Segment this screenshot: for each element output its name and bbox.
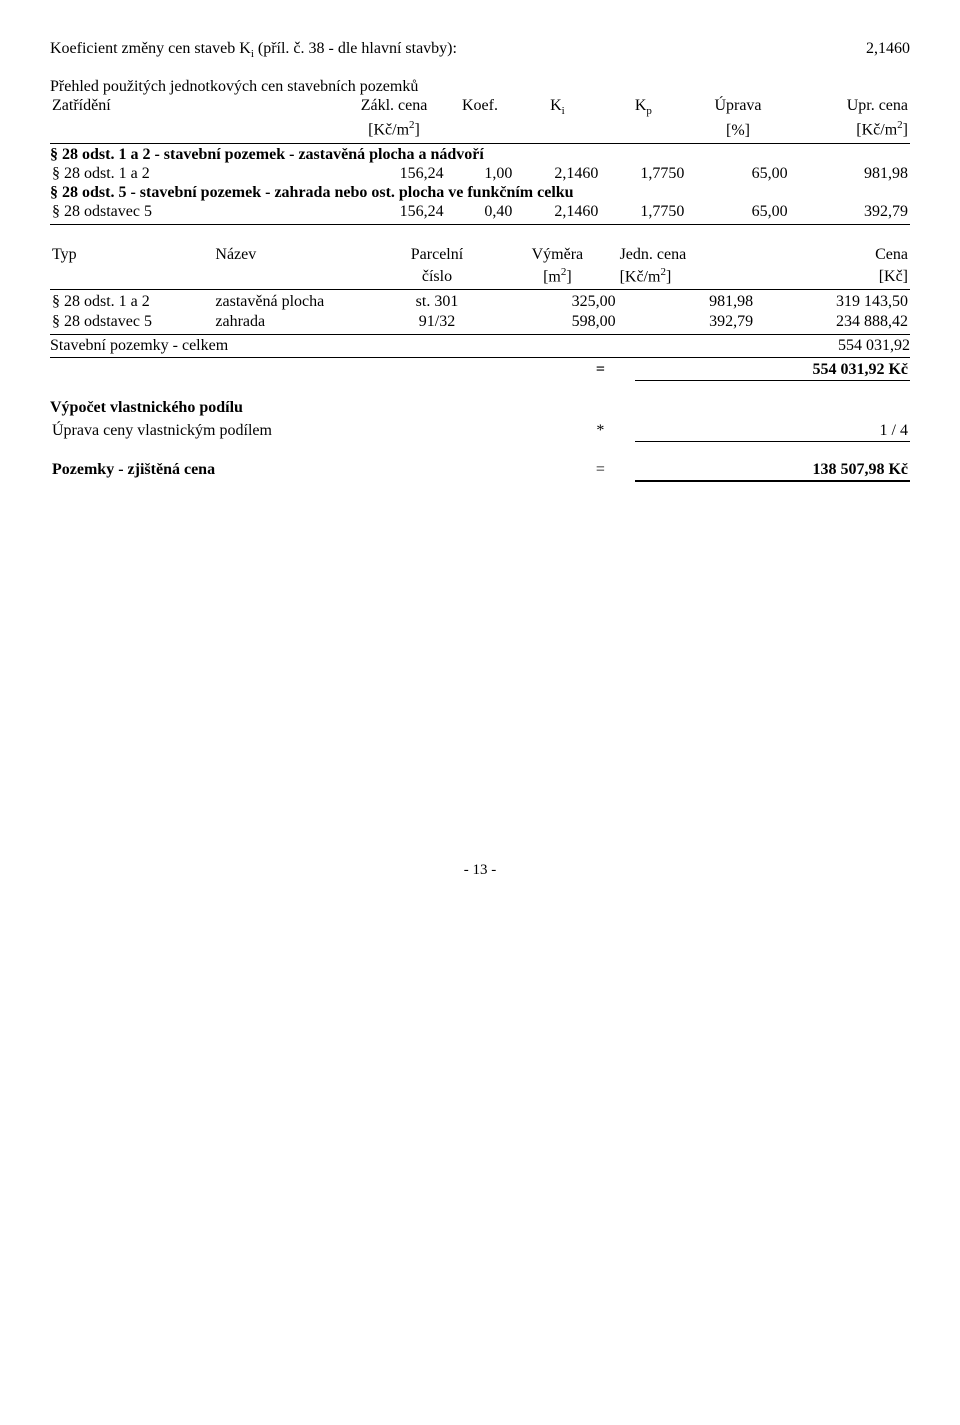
parcels-table: § 28 odst. 1 a 2 zastavěná plocha st. 30… — [50, 292, 910, 332]
group1-title: § 28 odst. 1 a 2 - stavební pozemek - za… — [50, 146, 910, 164]
unit-kcm2-2: [Kč/m2] — [790, 118, 910, 140]
h2-parcelni: Parcelní — [377, 245, 497, 265]
h2-kcm2: [Kč/m2] — [618, 265, 756, 287]
podil-row: Úprava ceny vlastnickým podílem * 1 / 4 — [50, 421, 910, 442]
hdr-zaklcena: Zákl. cena — [342, 96, 445, 118]
r2-jedn: 392,79 — [618, 312, 756, 332]
totals-eq: = — [566, 360, 635, 381]
h2-cislo: číslo — [377, 265, 497, 287]
totals-label: Stavební pozemky - celkem — [50, 337, 228, 355]
podil-op: * — [566, 421, 635, 442]
parcels-header: Typ Název Parcelní Výměra Jedn. cena Cen… — [50, 245, 910, 287]
table-row: § 28 odstavec 5 156,24 0,40 2,1460 1,775… — [50, 202, 910, 222]
g1-ki: 2,1460 — [514, 164, 600, 184]
final-value: 138 507,98 Kč — [635, 460, 910, 481]
coefficient-label: Koeficient změny cen staveb Ki (příl. č.… — [50, 40, 457, 60]
final-op: = — [566, 460, 635, 481]
r2-parcela: 91/32 — [377, 312, 497, 332]
hdr-koef: Koef. — [446, 96, 515, 118]
totals-row-1: Stavební pozemky - celkem 554 031,92 — [50, 337, 910, 355]
r1-nazev: zastavěná plocha — [213, 292, 376, 312]
h2-cena: Cena — [755, 245, 910, 265]
totals-eq-row: = 554 031,92 Kč — [50, 360, 910, 381]
totals-value-kc: 554 031,92 Kč — [635, 360, 910, 381]
podil-value: 1 / 4 — [635, 421, 910, 442]
r1-jedn: 981,98 — [618, 292, 756, 312]
final-row: Pozemky - zjištěná cena = 138 507,98 Kč — [50, 460, 910, 482]
hdr-uprcena: Upr. cena — [790, 96, 910, 118]
header-row-2-units: číslo [m2] [Kč/m2] [Kč] — [50, 265, 910, 287]
totals-value: 554 031,92 — [838, 337, 910, 355]
table-row: § 28 odst. 1 a 2 156,24 1,00 2,1460 1,77… — [50, 164, 910, 184]
subtitle: Přehled použitých jednotkových cen stave… — [50, 78, 910, 96]
h2-vymera: Výměra — [497, 245, 617, 265]
podil-title: Výpočet vlastnického podílu — [50, 399, 910, 417]
group2-title: § 28 odst. 5 - stavební pozemek - zahrad… — [50, 184, 910, 202]
unit-percent: [%] — [686, 118, 789, 140]
prices-header-table: Zatřídění Zákl. cena Koef. Ki Kp Úprava … — [50, 96, 910, 141]
g1-kp: 1,7750 — [600, 164, 686, 184]
g2-uprava: 65,00 — [686, 202, 789, 222]
r1-vymera: 325,00 — [497, 292, 617, 312]
podil-label: Úprava ceny vlastnickým podílem — [50, 421, 566, 442]
hdr-kp: Kp — [600, 96, 686, 118]
g2-zakl: 156,24 — [342, 202, 445, 222]
group2-row: § 28 odstavec 5 156,24 0,40 2,1460 1,775… — [50, 202, 910, 222]
r1-cena: 319 143,50 — [755, 292, 910, 312]
unit-kcm2-1: [Kč/m2] — [342, 118, 445, 140]
h2-kc: [Kč] — [755, 265, 910, 287]
r2-typ: § 28 odstavec 5 — [50, 312, 213, 332]
g2-koef: 0,40 — [446, 202, 515, 222]
hdr-ki: Ki — [514, 96, 600, 118]
header-row-1: Zatřídění Zákl. cena Koef. Ki Kp Úprava … — [50, 96, 910, 118]
g2-uprcena: 392,79 — [790, 202, 910, 222]
g1-uprcena: 981,98 — [790, 164, 910, 184]
r1-typ: § 28 odst. 1 a 2 — [50, 292, 213, 312]
header-row-2: Typ Název Parcelní Výměra Jedn. cena Cen… — [50, 245, 910, 265]
hdr-uprava: Úprava — [686, 96, 789, 118]
page-number: - 13 - — [50, 862, 910, 879]
table-row: § 28 odstavec 5 zahrada 91/32 598,00 392… — [50, 312, 910, 332]
final-label: Pozemky - zjištěná cena — [50, 460, 566, 481]
h2-jedncena: Jedn. cena — [618, 245, 756, 265]
coefficient-value: 2,1460 — [866, 40, 910, 58]
coefficient-row: Koeficient změny cen staveb Ki (příl. č.… — [50, 40, 910, 60]
g2-ki: 2,1460 — [514, 202, 600, 222]
r2-cena: 234 888,42 — [755, 312, 910, 332]
r2-nazev: zahrada — [213, 312, 376, 332]
header-row-1-units: [Kč/m2] [%] [Kč/m2] — [50, 118, 910, 140]
g1-koef: 1,00 — [446, 164, 515, 184]
h2-nazev: Název — [213, 245, 376, 265]
r1-parcela: st. 301 — [377, 292, 497, 312]
hdr-zatrideni: Zatřídění — [50, 96, 342, 118]
g1-uprava: 65,00 — [686, 164, 789, 184]
h2-m2: [m2] — [497, 265, 617, 287]
g2-label: § 28 odstavec 5 — [50, 202, 342, 222]
g1-label: § 28 odst. 1 a 2 — [50, 164, 342, 184]
g1-zakl: 156,24 — [342, 164, 445, 184]
r2-vymera: 598,00 — [497, 312, 617, 332]
table-row: § 28 odst. 1 a 2 zastavěná plocha st. 30… — [50, 292, 910, 312]
h2-typ: Typ — [50, 245, 213, 265]
g2-kp: 1,7750 — [600, 202, 686, 222]
group1-row: § 28 odst. 1 a 2 156,24 1,00 2,1460 1,77… — [50, 164, 910, 184]
